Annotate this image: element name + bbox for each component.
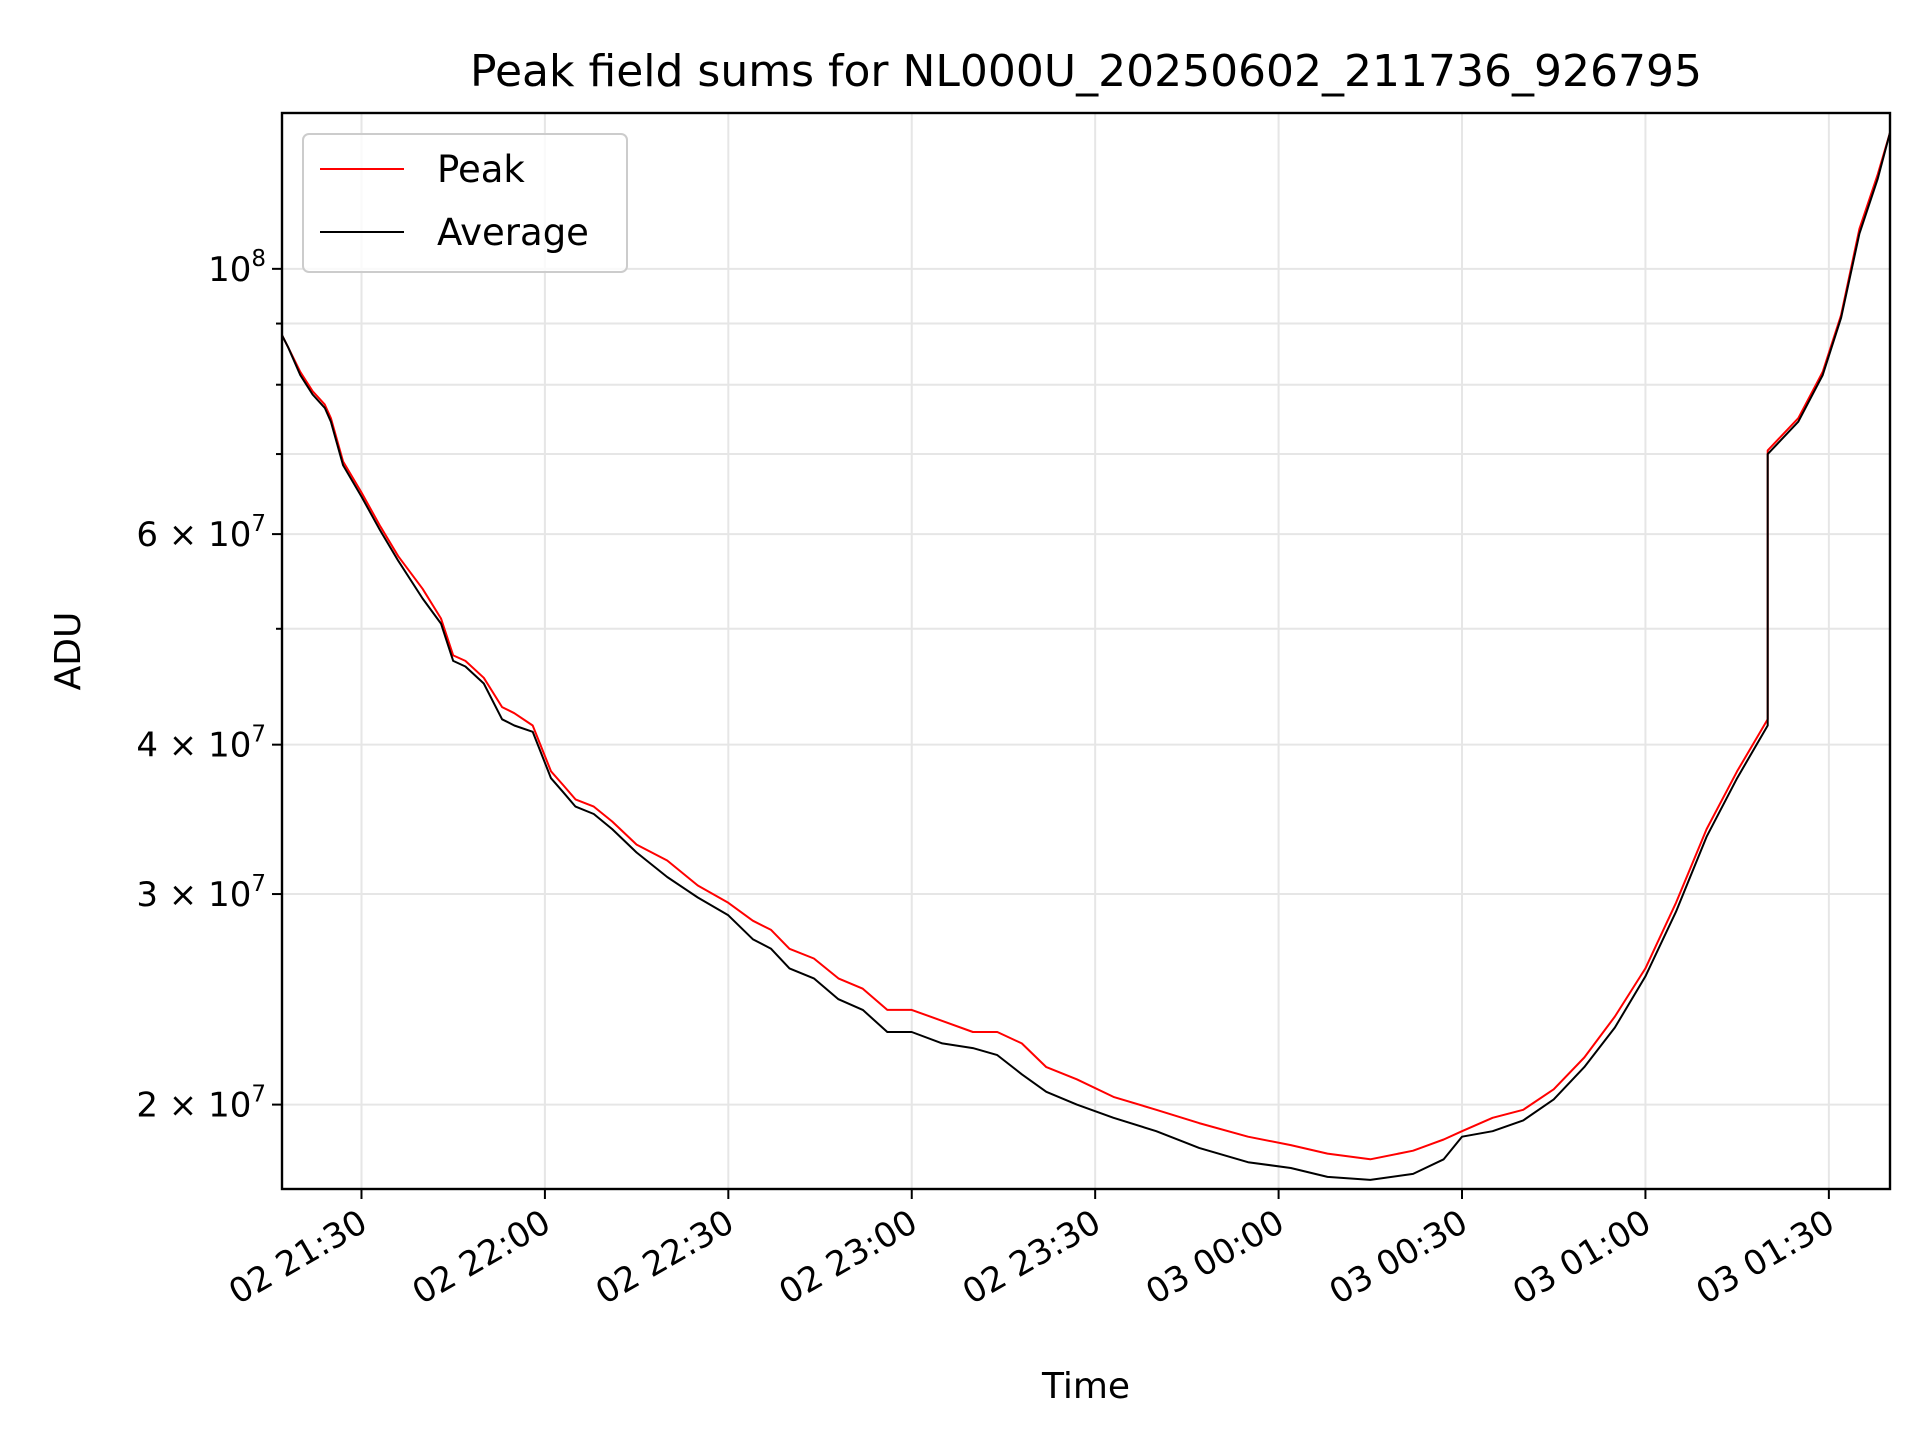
y-tick-label: 2 × 107 — [136, 1082, 266, 1126]
y-axis-label: ADU — [48, 612, 89, 691]
chart-title: Peak field sums for NL000U_20250602_2117… — [470, 46, 1702, 97]
y-tick-label: 6 × 107 — [136, 511, 266, 555]
y-tick-label-base: 10 — [208, 250, 251, 290]
y-tick-label-base: 4 × 10 — [136, 726, 251, 766]
y-tick-label-exponent: 7 — [251, 511, 266, 537]
plot-frame — [280, 111, 1892, 1191]
y-tick-label-exponent: 7 — [251, 722, 266, 748]
y-tick-label-exponent: 7 — [251, 1082, 266, 1108]
y-tick-label: 3 × 107 — [136, 871, 266, 915]
y-tick-label-base: 2 × 10 — [136, 1086, 251, 1126]
x-axis-label: Time — [1041, 1366, 1130, 1407]
legend-label-average: Average — [437, 211, 589, 254]
series-line-average — [281, 132, 1891, 1181]
series-line-peak — [281, 132, 1891, 1161]
y-tick-label: 108 — [208, 246, 266, 290]
y-tick-label-base: 6 × 10 — [136, 515, 251, 555]
y-tick-label-exponent: 8 — [251, 246, 266, 272]
y-tick-label-base: 3 × 10 — [136, 875, 251, 915]
y-tick-label: 4 × 107 — [136, 722, 266, 766]
legend-label-peak: Peak — [437, 148, 525, 191]
series-layer — [281, 132, 1891, 1181]
grid — [282, 113, 1890, 1189]
legend: Peak Average — [302, 133, 628, 273]
y-tick-label-exponent: 7 — [251, 871, 266, 897]
